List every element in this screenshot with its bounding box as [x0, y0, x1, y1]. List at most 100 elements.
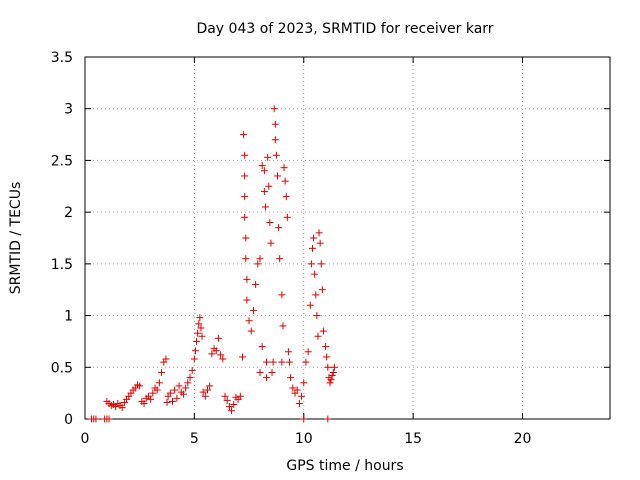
data-point — [317, 260, 325, 268]
data-point — [266, 218, 274, 226]
data-point — [272, 151, 280, 159]
data-point — [295, 399, 303, 407]
data-point — [247, 327, 255, 335]
data-point — [260, 167, 268, 175]
data-point — [236, 392, 244, 400]
data-point — [240, 131, 248, 139]
data-point — [228, 407, 236, 415]
data-point — [245, 317, 253, 325]
data-point — [179, 390, 187, 398]
data-point — [274, 172, 281, 180]
x-axis-label: GPS time / hours — [286, 458, 403, 474]
y-tick-label: 3.5 — [51, 50, 73, 66]
data-point — [271, 120, 279, 128]
data-point — [267, 239, 275, 247]
data-point — [314, 332, 322, 340]
data-point — [324, 415, 332, 423]
data-point — [271, 136, 279, 144]
data-point — [243, 296, 251, 304]
data-point — [241, 213, 249, 221]
x-tick-label: 0 — [81, 431, 90, 447]
y-tick-label: 3 — [64, 102, 73, 118]
data-point — [319, 327, 327, 335]
data-point — [276, 255, 284, 263]
data-point — [269, 358, 277, 366]
data-point — [322, 343, 330, 351]
data-point — [312, 291, 320, 299]
data-point — [256, 255, 264, 263]
data-point — [315, 229, 323, 237]
data-point — [162, 355, 170, 363]
y-tick-label: 1.5 — [51, 257, 73, 273]
data-point — [254, 260, 262, 268]
data-point — [261, 203, 269, 211]
data-point — [118, 404, 126, 412]
data-point — [287, 374, 295, 382]
data-point — [188, 366, 196, 374]
data-point — [268, 368, 276, 376]
data-point — [136, 382, 144, 390]
data-point — [302, 358, 310, 366]
data-point — [241, 151, 249, 159]
data-point — [242, 255, 250, 263]
data-point — [214, 334, 222, 342]
data-point — [256, 368, 264, 376]
data-point — [310, 234, 318, 242]
x-tick-label: 10 — [295, 431, 313, 447]
data-point — [225, 403, 233, 411]
data-point — [173, 394, 181, 402]
data-point — [282, 193, 290, 201]
data-point — [300, 379, 308, 387]
data-point — [309, 244, 316, 252]
data-point — [182, 384, 190, 392]
data-point — [263, 358, 271, 366]
data-point — [230, 401, 238, 409]
data-point — [195, 320, 203, 328]
data-point — [221, 392, 229, 400]
grid — [85, 57, 610, 419]
data-point — [275, 224, 283, 232]
ticks: 0 0.5 1 1.5 2 2.5 3 3.5 0 5 10 15 20 — [51, 50, 610, 447]
data-point — [204, 386, 211, 394]
data-point — [329, 368, 337, 376]
data-point — [263, 374, 271, 382]
data-point — [258, 343, 266, 351]
data-point — [328, 372, 336, 380]
data-point — [206, 382, 214, 390]
data-point — [196, 314, 204, 322]
data-point — [330, 363, 338, 371]
data-point — [293, 386, 301, 394]
x-tick-label: 5 — [190, 431, 199, 447]
data-point — [163, 398, 171, 406]
data-point — [242, 234, 250, 242]
y-tick-label: 0.5 — [51, 360, 73, 376]
data-point — [190, 355, 198, 363]
plot-frame — [84, 56, 611, 420]
data-point — [304, 348, 312, 356]
data-point — [175, 382, 183, 390]
data-point — [313, 312, 321, 320]
data-point — [278, 358, 286, 366]
data-point — [324, 363, 332, 371]
data-point — [289, 384, 297, 392]
data-point — [169, 397, 176, 405]
data-point — [280, 164, 288, 172]
data-point — [270, 105, 278, 113]
data-point — [155, 379, 163, 387]
data-point — [283, 213, 291, 221]
y-tick-label: 1 — [64, 309, 73, 325]
data-point — [198, 332, 206, 340]
data-point — [279, 322, 287, 330]
data-point — [278, 291, 286, 299]
x-tick-label: 15 — [404, 431, 422, 447]
data-point — [194, 329, 202, 337]
data-point — [298, 392, 306, 400]
chart-title: Day 043 of 2023, SRMTID for receiver kar… — [196, 21, 493, 37]
data-point — [264, 153, 272, 161]
x-tick-label: 20 — [514, 431, 532, 447]
data-point — [284, 348, 292, 356]
data-point — [158, 368, 166, 376]
data-point — [191, 347, 199, 355]
data-point — [306, 301, 314, 309]
